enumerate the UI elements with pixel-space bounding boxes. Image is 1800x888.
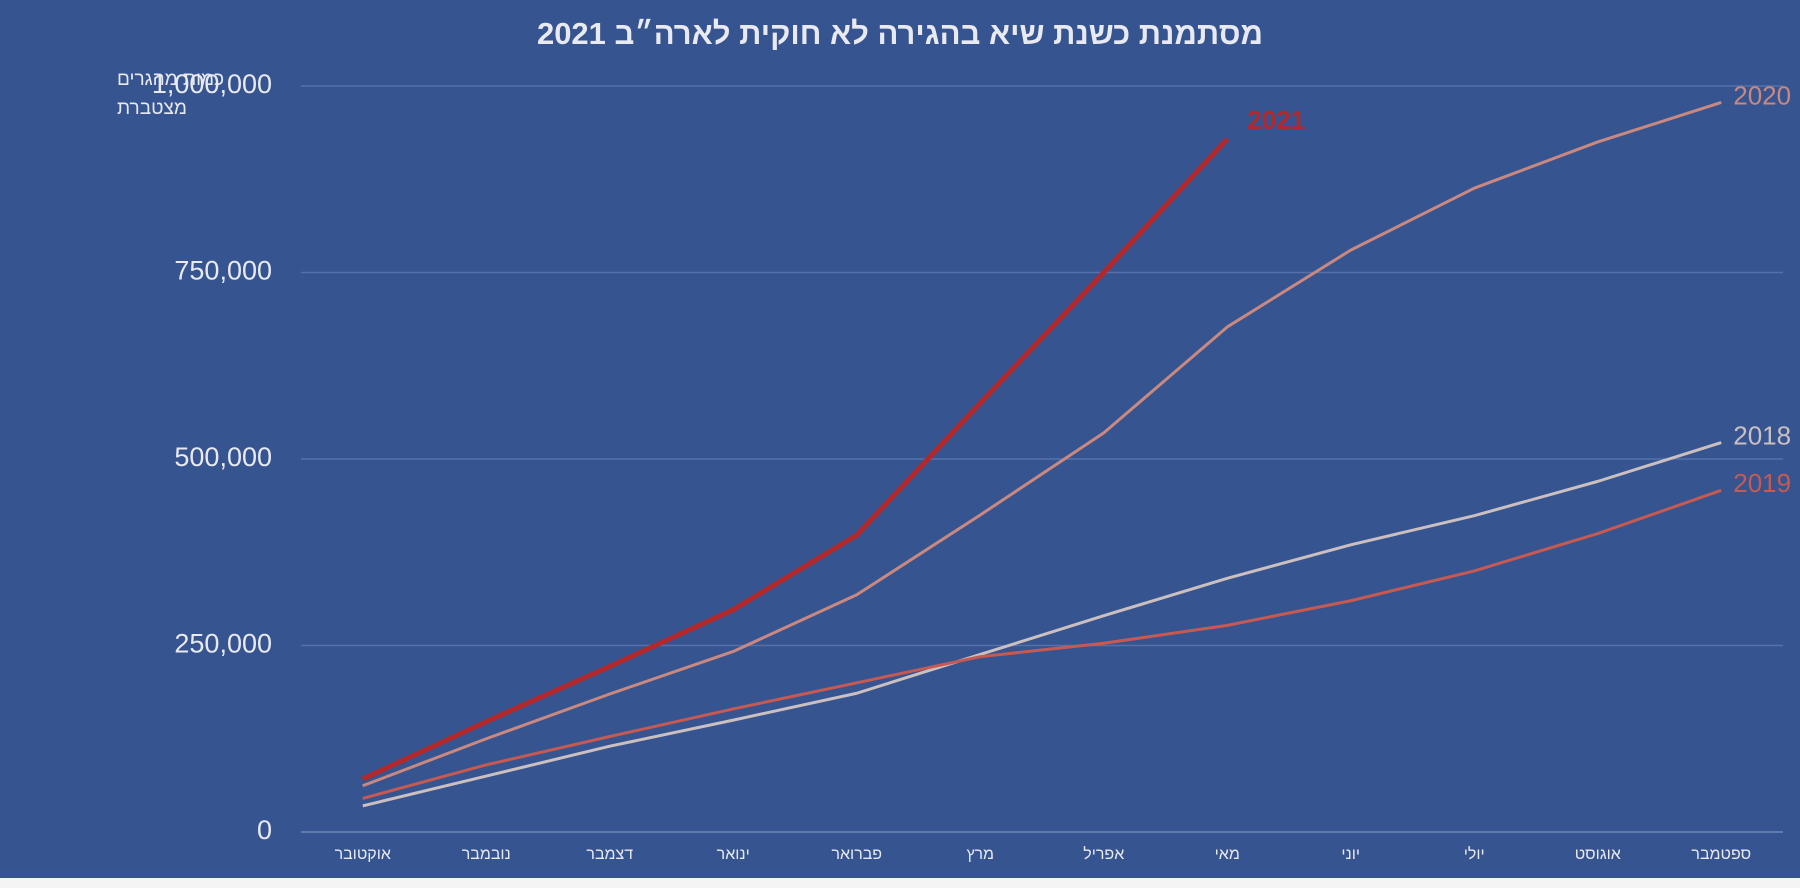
x-tick-label: פברואר [831,846,882,863]
x-tick-label: אוגוסט [1575,846,1621,863]
x-tick-label: יולי [1464,845,1485,863]
x-tick-label: יוני [1341,846,1360,863]
y-tick-label: 750,000 [174,256,272,286]
y-axis-title: כמות מהגרים [117,69,224,90]
x-tick-label: נובמבר [462,846,511,863]
x-tick-label: אפריל [1083,845,1124,863]
x-tick-label: ינואר [717,846,750,863]
series-label: 2019 [1733,468,1791,498]
y-tick-label: 0 [257,815,272,845]
x-tick-label: מרץ [966,846,994,863]
x-tick-label: מאי [1215,846,1240,863]
x-tick-label: ספטמבר [1691,846,1751,863]
series-label: 2021 [1247,105,1305,135]
y-tick-label: 500,000 [174,442,272,472]
series-label: 2020 [1733,80,1791,110]
sheet-strip [0,878,1800,888]
series-line [362,488,1722,800]
y-axis-title: מצטברת [117,98,187,119]
series-line [362,100,1722,788]
x-tick-label: דצמבר [586,846,633,863]
y-tick-label: 250,000 [174,629,272,659]
series-line [362,441,1722,808]
series-line [361,137,1230,782]
y-tick-label: 1,000,000 [152,69,272,99]
series-label: 2018 [1733,420,1791,450]
x-tick-label: אוקטובר [335,846,391,863]
chart-title: מסתמנת כשנת שיא בהגירה לא חוקית לארה״ב 2… [537,16,1263,51]
